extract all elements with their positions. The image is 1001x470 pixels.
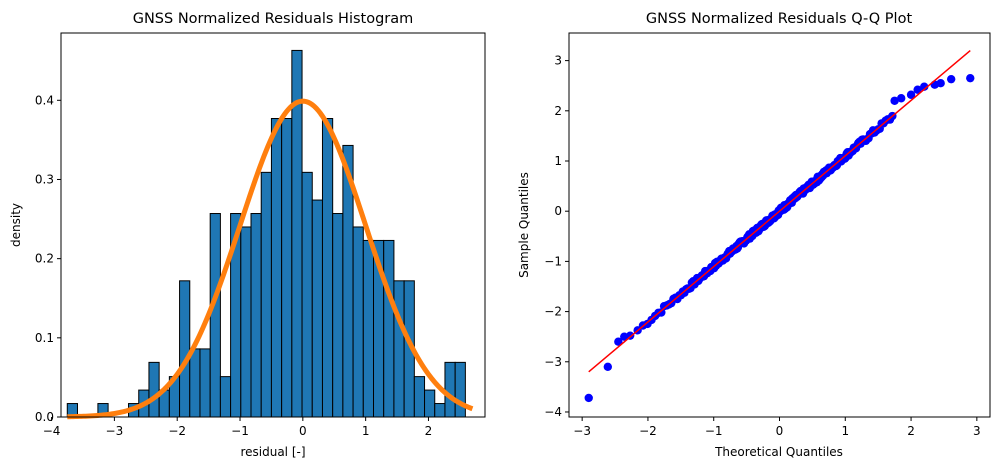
histogram-bar	[250, 213, 262, 418]
qq-y-tick-label: 0	[554, 204, 562, 218]
qq-points	[584, 73, 975, 403]
histogram-bar	[454, 361, 466, 418]
histogram-x-tick-label: −4	[43, 424, 61, 438]
qq-point	[890, 96, 899, 105]
qq-point	[946, 74, 956, 84]
histogram-bar	[424, 389, 436, 418]
histogram-bar	[352, 226, 364, 418]
qq-x-tick-label: −1	[705, 424, 723, 438]
histogram-y-tick-label: 0.2	[35, 252, 54, 266]
histogram-x-tick-label: 1	[362, 424, 370, 438]
qq-title: GNSS Normalized Residuals Q-Q Plot	[646, 11, 913, 27]
histogram-x-ticks: −4 −3 −2 −1 0 1 2	[43, 417, 433, 438]
qq-y-tick-label: 3	[554, 54, 562, 68]
histogram-bar	[444, 361, 456, 418]
qq-x-tick-label: 3	[973, 424, 981, 438]
histogram-bar	[219, 376, 232, 418]
histogram-y-tick-label: 0.4	[35, 93, 54, 107]
histogram-title: GNSS Normalized Residuals Histogram	[133, 11, 414, 27]
qq-x-tick-label: −3	[573, 424, 591, 438]
histogram-bar	[240, 226, 252, 418]
histogram-y-label: density	[9, 203, 23, 247]
histogram-x-tick-label: −3	[106, 424, 124, 438]
histogram-bar	[148, 361, 160, 418]
histogram-axes-frame	[60, 32, 486, 418]
qq-panel: GNSS Normalized Residuals Q-Q Plot −3 −2−…	[517, 11, 991, 459]
histogram-bar	[209, 213, 221, 418]
histogram-bar	[393, 280, 405, 418]
histogram-y-tick-label: 0.0	[35, 410, 54, 424]
histogram-bar	[413, 376, 426, 418]
histogram-bar	[434, 403, 446, 418]
histogram-x-label: residual [-]	[240, 445, 305, 459]
histogram-bar	[362, 239, 375, 418]
histogram-bar	[199, 348, 211, 418]
qq-point	[906, 90, 916, 99]
qq-y-label: Sample Quantiles	[517, 172, 531, 278]
qq-x-label: Theoretical Quantiles	[714, 445, 843, 459]
histogram-bar	[270, 118, 283, 418]
histogram-bar	[332, 213, 344, 418]
histogram-bar	[321, 118, 334, 418]
qq-y-tick-label: −4	[544, 405, 562, 419]
histogram-bar	[189, 348, 201, 418]
histogram-bar	[281, 118, 293, 418]
qq-x-tick-label: −2	[639, 424, 657, 438]
qq-reference-line	[588, 49, 971, 373]
histogram-bar	[311, 199, 323, 418]
qq-point	[657, 308, 666, 317]
histogram-bar	[383, 239, 395, 418]
qq-x-tick-label: 0	[776, 424, 784, 438]
qq-x-ticks: −3 −2 −1 0 1 2 3	[573, 417, 981, 438]
histogram-x-tick-label: 0	[299, 424, 307, 438]
qq-point	[614, 337, 623, 346]
histogram-y-ticks: 0.0 0.1 0.2 0.3 0.4	[35, 93, 61, 424]
qq-y-tick-label: −2	[544, 305, 562, 319]
qq-axes-frame	[568, 32, 991, 418]
qq-y-tick-label: 1	[554, 154, 562, 168]
histogram-pdf-curve	[67, 98, 474, 420]
histogram-panel: GNSS Normalized Residuals Histogram −4 −3…	[9, 11, 486, 459]
qq-point	[966, 73, 975, 83]
histogram-y-tick-label: 0.3	[35, 172, 54, 186]
qq-x-tick-label: 2	[907, 424, 915, 438]
qq-point	[936, 78, 945, 88]
histogram-x-tick-label: −2	[168, 424, 186, 438]
histogram-bar	[260, 171, 272, 418]
qq-x-tick-label: 1	[841, 424, 849, 438]
histogram-x-tick-label: 2	[425, 424, 433, 438]
histogram-bar	[301, 171, 313, 418]
histogram-bar	[179, 280, 191, 418]
qq-point	[603, 362, 613, 372]
qq-point	[913, 85, 922, 94]
histogram-bars	[66, 49, 466, 418]
qq-point	[584, 393, 593, 403]
qq-y-tick-label: 2	[554, 104, 562, 118]
qq-point	[896, 94, 906, 103]
qq-y-tick-label: −1	[544, 254, 562, 268]
qq-y-ticks: −4 −3 −2 −1 0 1 2 3	[544, 54, 569, 419]
qq-point	[920, 82, 929, 91]
histogram-x-tick-label: −1	[231, 424, 249, 438]
qq-y-tick-label: −3	[544, 355, 562, 369]
histogram-y-tick-label: 0.1	[35, 331, 54, 345]
